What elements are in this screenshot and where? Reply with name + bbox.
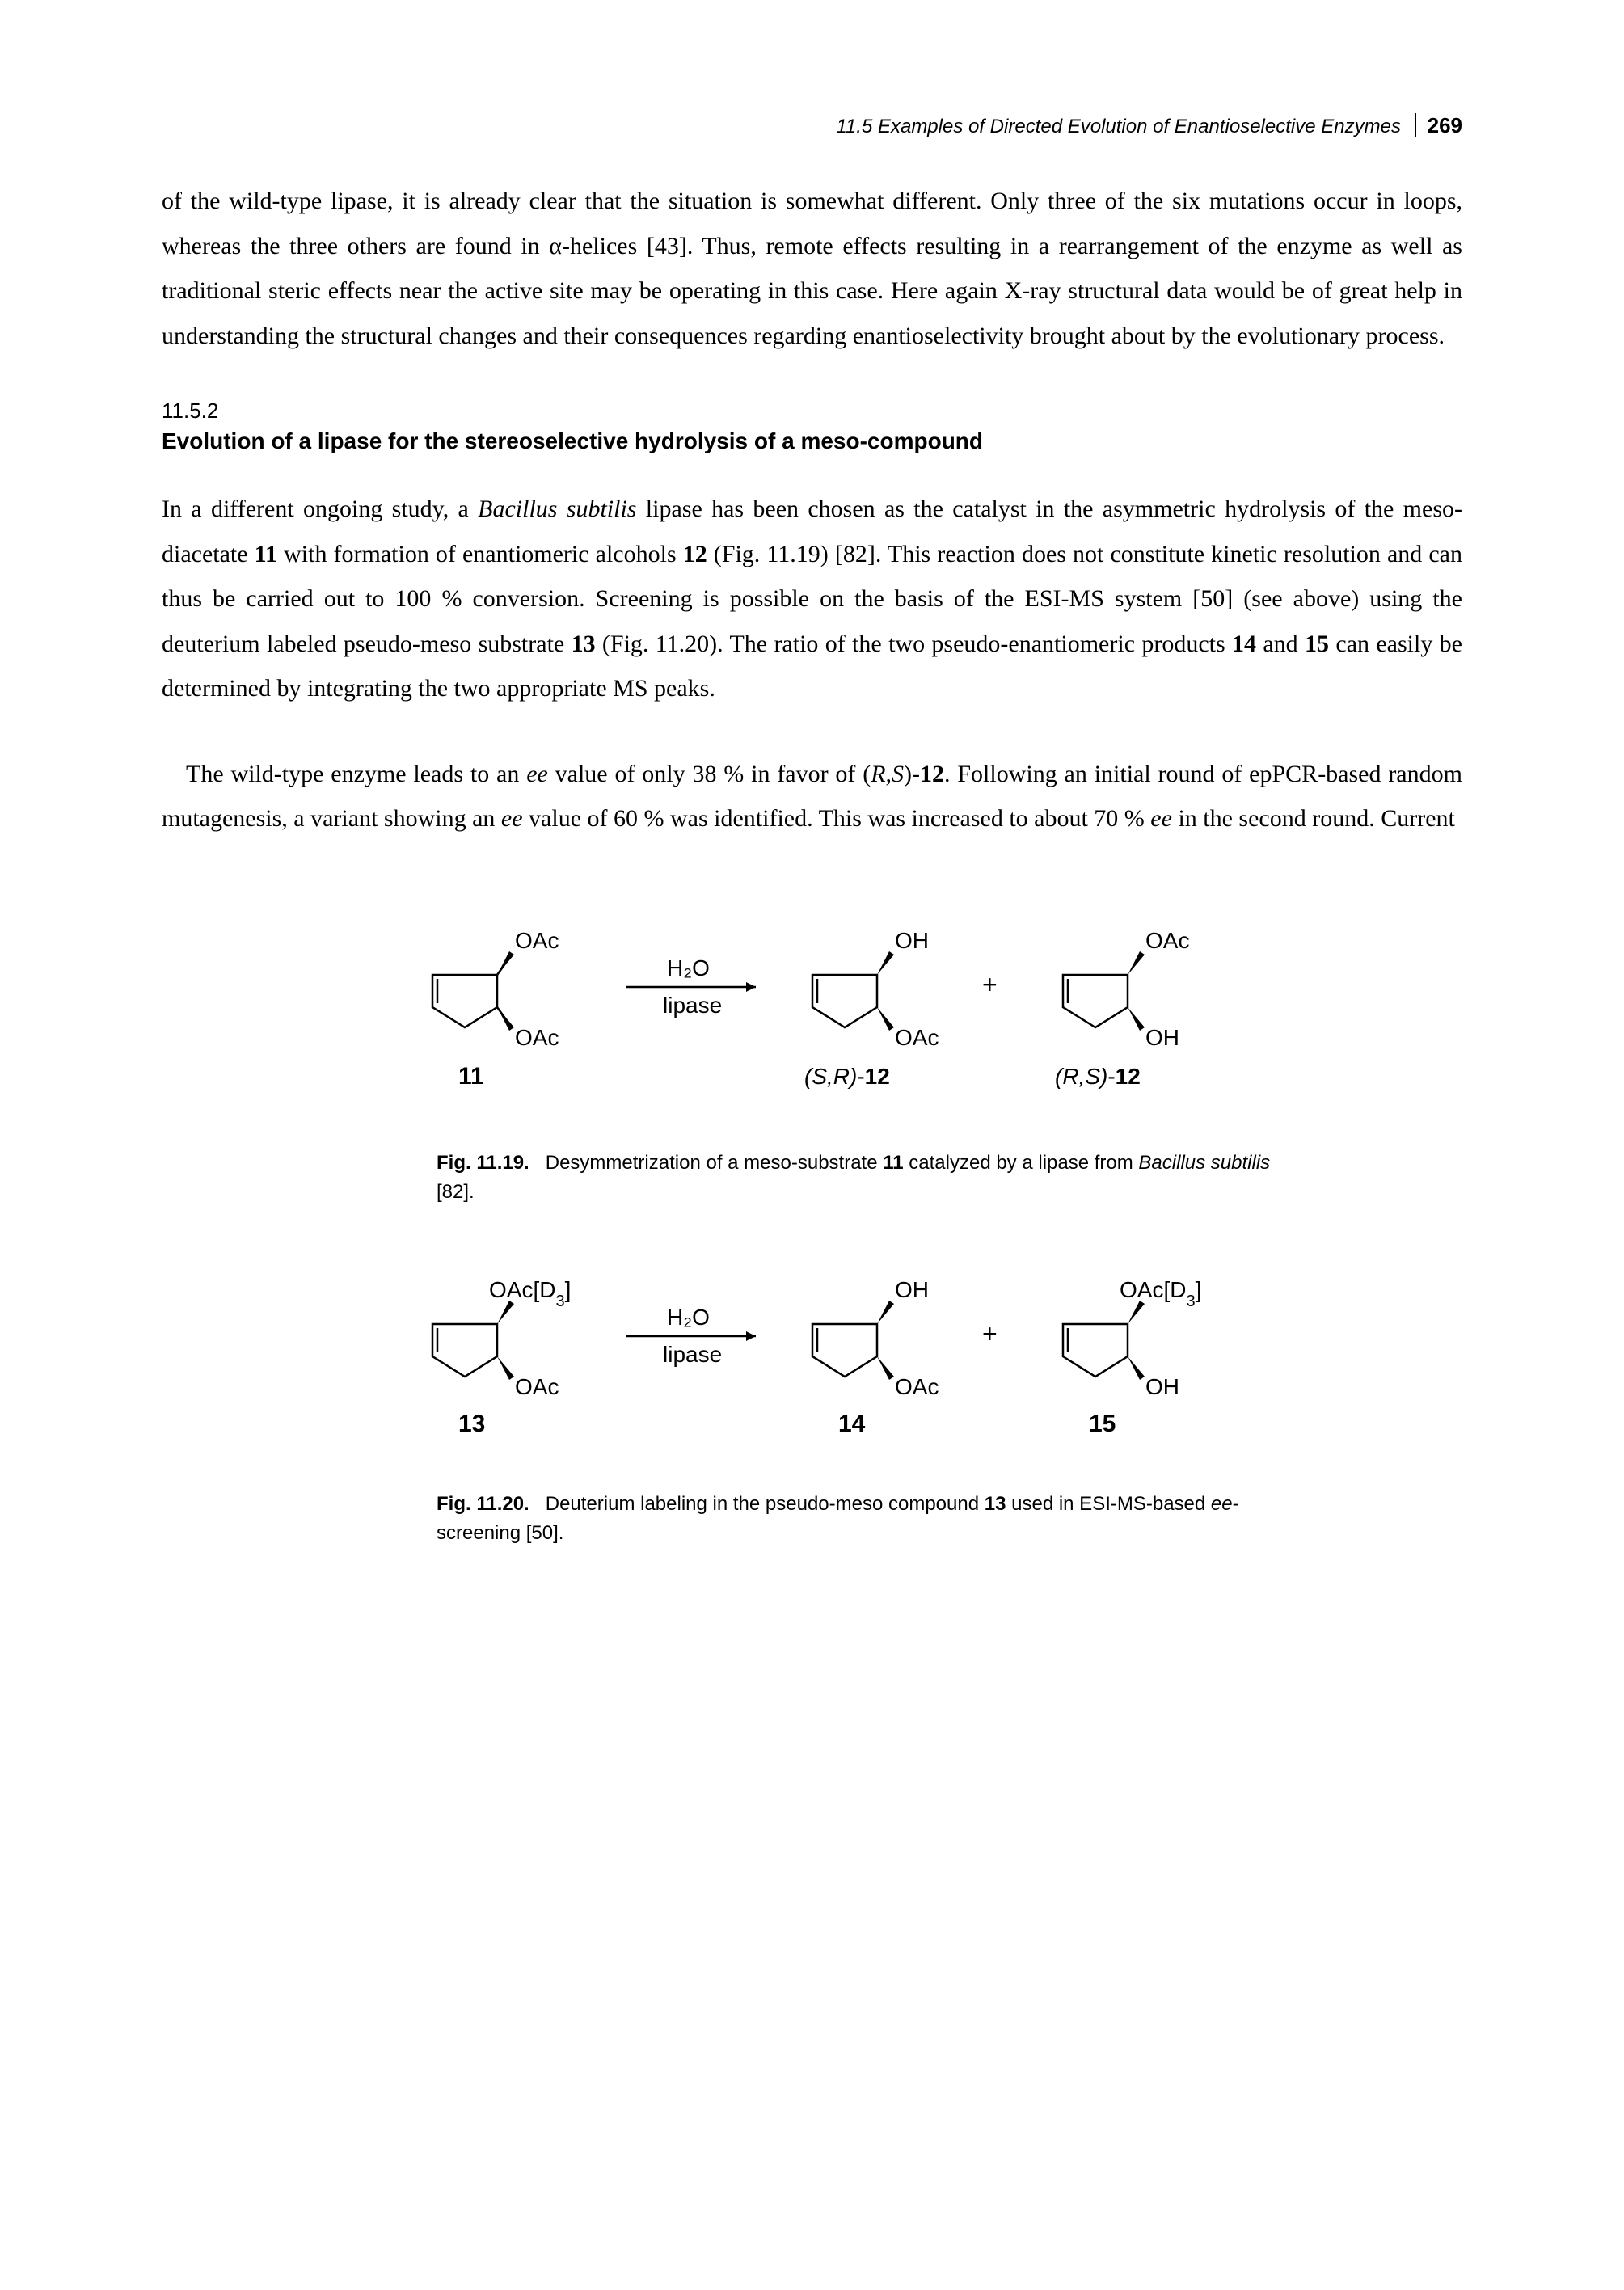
paragraph-3: The wild-type enzyme leads to an ee valu… bbox=[162, 752, 1462, 841]
running-header: 11.5 Examples of Directed Evolution of E… bbox=[162, 113, 1462, 138]
section-number: 11.5.2 bbox=[162, 399, 1462, 424]
page-number: 269 bbox=[1415, 113, 1462, 137]
svg-text:OAc: OAc bbox=[515, 928, 559, 953]
paragraph-1-text: of the wild-type lipase, it is already c… bbox=[162, 188, 1462, 349]
svg-text:OH: OH bbox=[895, 1277, 929, 1302]
svg-text:OAc: OAc bbox=[515, 1374, 559, 1399]
figure-11-19: OAc OAc 11 H₂O lipase OH OAc (S,R)-12 + bbox=[162, 882, 1462, 1124]
svg-text:OAc: OAc bbox=[1145, 928, 1189, 953]
paragraph-2: In a different ongoing study, a Bacillus… bbox=[162, 487, 1462, 711]
svg-text:OH: OH bbox=[1145, 1025, 1179, 1050]
svg-text:14: 14 bbox=[838, 1411, 866, 1437]
figure-11-20-svg: OAc[D3] OAc 13 H₂O lipase OH OAc 14 + bbox=[368, 1239, 1257, 1466]
svg-text:(R,S)-12: (R,S)-12 bbox=[1055, 1064, 1141, 1089]
svg-text:+: + bbox=[982, 1319, 998, 1348]
svg-text:OH: OH bbox=[895, 928, 929, 953]
svg-text:15: 15 bbox=[1089, 1411, 1116, 1437]
figure-11-19-caption: Fig. 11.19. Desymmetrization of a meso-s… bbox=[437, 1149, 1301, 1207]
svg-text:OAc[D3]: OAc[D3] bbox=[489, 1277, 571, 1310]
svg-text:11: 11 bbox=[458, 1063, 484, 1090]
svg-text:+: + bbox=[982, 970, 998, 999]
section-title: Evolution of a lipase for the stereosele… bbox=[162, 428, 1462, 454]
paragraph-1: of the wild-type lipase, it is already c… bbox=[162, 179, 1462, 358]
svg-text:H₂O: H₂O bbox=[667, 955, 710, 981]
figure-11-20: OAc[D3] OAc 13 H₂O lipase OH OAc 14 + bbox=[162, 1239, 1462, 1466]
svg-text:(S,R)-12: (S,R)-12 bbox=[804, 1064, 890, 1089]
svg-text:H₂O: H₂O bbox=[667, 1305, 710, 1330]
figure-11-19-svg: OAc OAc 11 H₂O lipase OH OAc (S,R)-12 + bbox=[368, 882, 1257, 1124]
svg-text:OAc[D3]: OAc[D3] bbox=[1120, 1277, 1201, 1310]
svg-text:lipase: lipase bbox=[663, 1342, 722, 1367]
header-section: 11.5 Examples of Directed Evolution of E… bbox=[836, 116, 1401, 137]
svg-text:OAc: OAc bbox=[895, 1025, 939, 1050]
figure-11-20-caption: Fig. 11.20. Deuterium labeling in the ps… bbox=[437, 1490, 1301, 1548]
svg-text:OAc: OAc bbox=[895, 1374, 939, 1399]
svg-text:13: 13 bbox=[458, 1411, 485, 1437]
svg-text:OH: OH bbox=[1145, 1374, 1179, 1399]
svg-text:lipase: lipase bbox=[663, 993, 722, 1018]
svg-text:OAc: OAc bbox=[515, 1025, 559, 1050]
